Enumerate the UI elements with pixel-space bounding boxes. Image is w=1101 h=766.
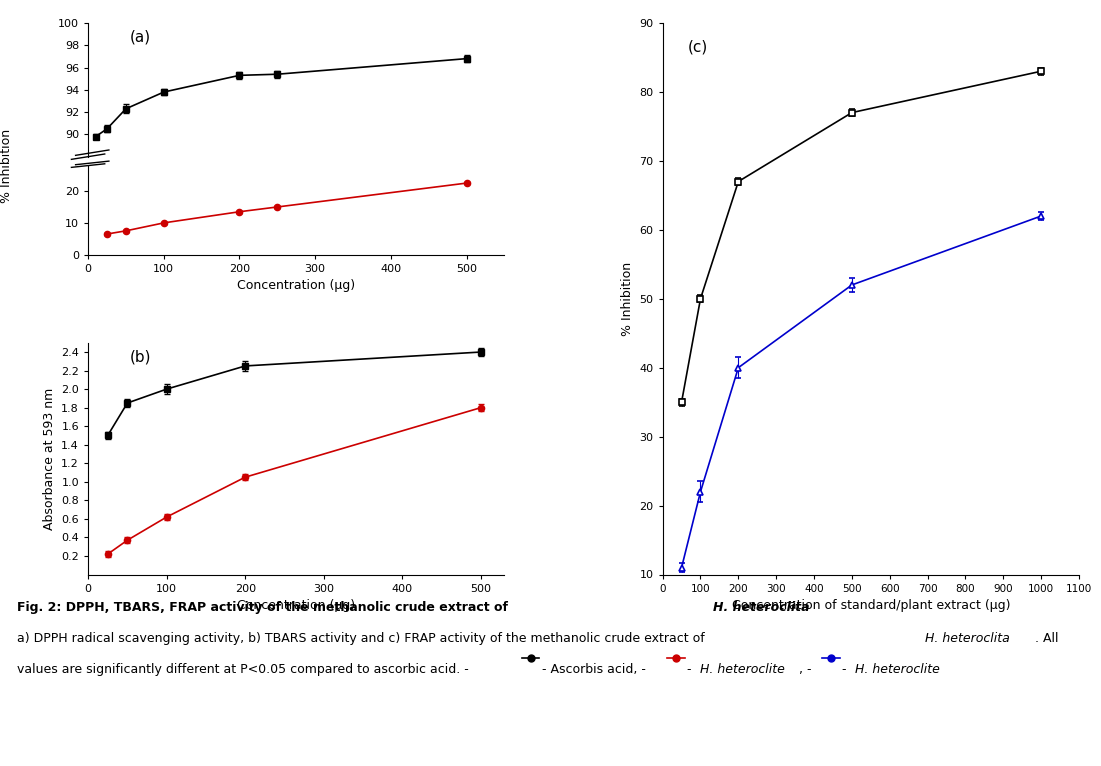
Text: Fig. 2: DPPH, TBARS, FRAP activity of the methanolic crude extract of: Fig. 2: DPPH, TBARS, FRAP activity of th… xyxy=(17,601,512,614)
X-axis label: Concentration (μg): Concentration (μg) xyxy=(237,599,356,612)
X-axis label: Concentration of standard/plant extract (μg): Concentration of standard/plant extract … xyxy=(731,599,1010,612)
Y-axis label: Absorbance at 593 nm: Absorbance at 593 nm xyxy=(43,388,56,530)
Text: . All: . All xyxy=(1035,632,1058,645)
Text: a) DPPH radical scavenging activity, b) TBARS activity and c) FRAP activity of t: a) DPPH radical scavenging activity, b) … xyxy=(17,632,708,645)
Y-axis label: % Inhibition: % Inhibition xyxy=(0,129,13,203)
Text: (c): (c) xyxy=(688,40,708,54)
Text: H. heteroclite: H. heteroclite xyxy=(855,663,940,676)
Text: - Ascorbis acid, -: - Ascorbis acid, - xyxy=(542,663,645,676)
Text: values are significantly different at P<0.05 compared to ascorbic acid. -: values are significantly different at P<… xyxy=(17,663,468,676)
Y-axis label: % Inhibition: % Inhibition xyxy=(621,262,634,336)
Text: , -: , - xyxy=(799,663,811,676)
Text: -: - xyxy=(687,663,696,676)
Text: H. heteroclita: H. heteroclita xyxy=(925,632,1010,645)
Text: H. heteroclita: H. heteroclita xyxy=(713,601,810,614)
Text: (b): (b) xyxy=(130,350,151,365)
Text: H. heteroclite: H. heteroclite xyxy=(700,663,785,676)
X-axis label: Concentration (μg): Concentration (μg) xyxy=(237,280,356,293)
Text: (a): (a) xyxy=(130,30,151,44)
Text: -: - xyxy=(842,663,851,676)
